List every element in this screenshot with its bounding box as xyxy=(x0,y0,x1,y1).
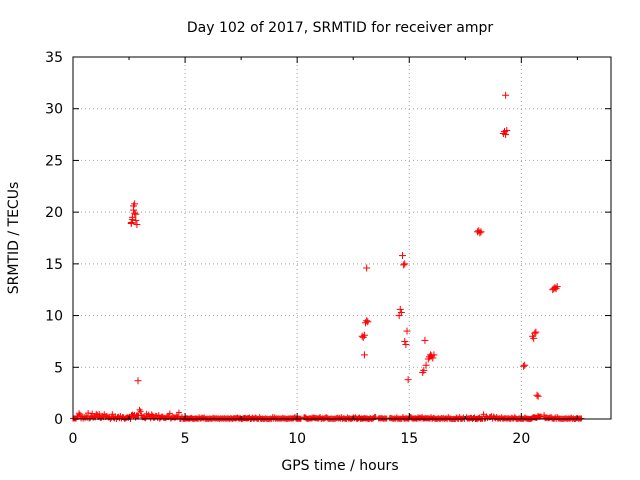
data-points xyxy=(70,91,585,422)
x-tick-label: 0 xyxy=(69,431,78,447)
baseline-point xyxy=(148,411,155,418)
baseline-point xyxy=(175,409,182,416)
y-tick-label: 30 xyxy=(45,102,63,118)
data-point xyxy=(429,354,437,362)
data-point xyxy=(360,331,368,339)
baseline-point xyxy=(83,413,90,420)
data-point xyxy=(395,312,403,320)
data-point xyxy=(134,377,142,385)
data-point xyxy=(132,216,140,224)
data-point xyxy=(363,264,371,272)
baseline-point xyxy=(166,410,173,417)
data-point xyxy=(402,341,410,349)
baseline-point xyxy=(480,411,487,418)
y-tick-label: 10 xyxy=(45,309,63,325)
data-point xyxy=(521,361,529,369)
data-point xyxy=(399,252,407,260)
y-tick-label: 0 xyxy=(54,412,63,428)
baseline-point xyxy=(109,411,116,418)
data-point xyxy=(401,260,409,268)
x-tick-label: 15 xyxy=(400,431,418,447)
data-point xyxy=(520,362,528,370)
x-tick-label: 5 xyxy=(181,431,190,447)
data-point xyxy=(533,391,541,399)
y-tick-label: 5 xyxy=(54,360,63,376)
data-point xyxy=(133,221,141,229)
data-point xyxy=(404,376,412,384)
data-point xyxy=(553,283,561,291)
data-point xyxy=(127,220,135,228)
x-axis-ticks: 0 5 10 15 20 xyxy=(69,57,578,447)
data-point xyxy=(131,209,139,217)
data-point xyxy=(422,361,430,369)
data-point xyxy=(400,261,408,269)
y-tick-label: 25 xyxy=(45,153,63,169)
data-point xyxy=(421,336,429,344)
y-axis-ticks: 0 5 10 15 20 25 30 35 xyxy=(45,50,611,428)
x-axis-label: GPS time / hours xyxy=(281,458,398,474)
data-point xyxy=(364,318,372,326)
y-tick-label: 20 xyxy=(45,205,63,221)
baseline-point xyxy=(137,408,144,415)
data-point xyxy=(128,215,136,223)
x-tick-label: 10 xyxy=(288,431,306,447)
data-point xyxy=(363,317,371,325)
data-point xyxy=(420,366,428,374)
data-point xyxy=(132,210,140,218)
data-point xyxy=(503,126,511,134)
baseline-point xyxy=(578,415,585,422)
data-point xyxy=(502,131,510,139)
data-point xyxy=(430,351,438,359)
data-point xyxy=(477,228,485,236)
baseline-point xyxy=(96,410,103,417)
data-point xyxy=(403,327,411,335)
data-point xyxy=(530,334,538,342)
data-point xyxy=(502,91,510,99)
data-point xyxy=(401,337,409,345)
chart-title: Day 102 of 2017, SRMTID for receiver amp… xyxy=(187,20,494,36)
data-point xyxy=(360,351,368,359)
data-point xyxy=(396,305,404,313)
grid-lines xyxy=(73,57,611,419)
y-tick-label: 15 xyxy=(45,257,63,273)
data-point xyxy=(130,202,138,210)
y-axis-label: SRMTID / TECUs xyxy=(6,182,22,295)
baseline-point xyxy=(173,413,180,420)
baseline-point xyxy=(136,406,143,413)
x-tick-label: 20 xyxy=(512,431,530,447)
data-point xyxy=(534,392,542,400)
data-point xyxy=(531,329,539,337)
data-point xyxy=(532,328,540,336)
baseline-point xyxy=(141,414,148,421)
plot-frame xyxy=(72,56,612,420)
data-point xyxy=(476,229,484,237)
y-tick-label: 35 xyxy=(45,50,63,66)
